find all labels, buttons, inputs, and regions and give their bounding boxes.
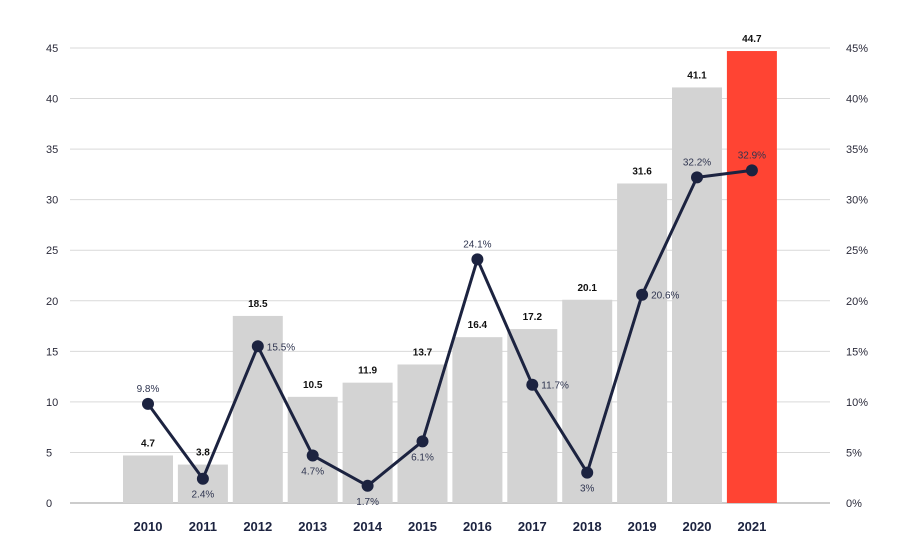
line-point-label: 11.7%	[541, 381, 569, 392]
line-point-label: 32.9%	[738, 150, 766, 161]
line-point-label: 20.6%	[651, 291, 679, 302]
bar-value-label: 17.2	[523, 312, 543, 323]
category-label: 2016	[463, 519, 492, 534]
bar-value-label: 41.1	[687, 70, 707, 81]
right-tick-label: 10%	[846, 397, 868, 409]
right-tick-label: 5%	[846, 447, 862, 459]
category-label: 2012	[243, 519, 272, 534]
left-tick-label: 35	[46, 144, 58, 156]
bar-value-label: 13.7	[413, 347, 433, 358]
bar	[507, 329, 558, 503]
left-tick-label: 40	[46, 94, 58, 106]
line-point-labels: 9.8% 2.4% 15.5% 4.7% 1.7% 6.1% 24.1% 11.7% 3% 20.…	[137, 150, 767, 507]
line-point	[196, 472, 209, 485]
category-label: 2019	[628, 519, 657, 534]
left-tick-label: 15	[46, 346, 58, 358]
bar-value-label: 16.4	[468, 320, 488, 331]
line-point	[306, 449, 319, 462]
line-point	[142, 397, 154, 410]
category-label: 2020	[683, 519, 712, 534]
bars	[123, 51, 777, 504]
category-label: 2014	[353, 519, 383, 534]
right-tick-label: 45%	[846, 43, 868, 55]
growth-line	[146, 168, 753, 488]
left-tick-label: 45	[46, 43, 58, 55]
line-point-label: 3%	[580, 484, 595, 495]
bar	[617, 183, 668, 503]
right-tick-label: 15%	[846, 346, 868, 358]
right-tick-label: 20%	[846, 296, 868, 308]
line-point	[691, 171, 703, 184]
line-point-label: 1.7%	[356, 497, 379, 508]
line-points	[142, 164, 758, 492]
line-point	[251, 340, 264, 353]
category-labels: 2010 2011 2012 2013 2014 2015 2016 2017 2018 2019…	[134, 519, 767, 534]
bar-value-label: 10.5	[303, 380, 323, 391]
bar-value-label: 44.7	[742, 34, 762, 45]
category-label: 2010	[134, 519, 163, 534]
category-label: 2018	[573, 519, 602, 534]
bar-value-label: 4.7	[141, 438, 155, 449]
category-label: 2021	[737, 519, 766, 534]
growth-line-path	[146, 168, 753, 488]
line-point-label: 2.4%	[192, 490, 215, 501]
bar-value-labels: 4.7 3.8 18.5 10.5 11.9 13.7 16.4 17.2 20.1 31.6 41…	[141, 34, 762, 459]
line-point	[526, 378, 539, 391]
right-tick-label: 40%	[846, 94, 868, 106]
left-tick-label: 5	[46, 447, 52, 459]
line-point-label: 9.8%	[137, 384, 160, 395]
bar	[672, 87, 722, 503]
bar-value-label: 31.6	[632, 166, 652, 177]
category-label: 2017	[518, 519, 547, 534]
category-label: 2011	[189, 519, 217, 534]
line-point-label: 4.7%	[301, 466, 324, 477]
category-label: 2013	[298, 519, 327, 534]
line-point-label: 32.2%	[683, 157, 711, 168]
bar	[726, 51, 777, 504]
line-point	[416, 435, 429, 448]
left-tick-label: 30	[46, 195, 58, 207]
line-point	[581, 466, 594, 479]
left-tick-label: 25	[46, 245, 58, 257]
bar-value-label: 11.9	[358, 366, 377, 377]
right-tick-label: 25%	[846, 245, 868, 257]
left-tick-label: 20	[46, 296, 58, 308]
line-point	[471, 253, 484, 266]
bar	[123, 455, 173, 503]
line-point	[361, 479, 374, 492]
line-point-label: 6.1%	[411, 452, 434, 463]
left-axis-ticks: 0 5 10 15 20 25 30 35 40 45	[46, 43, 58, 510]
right-axis-ticks: 0% 5% 10% 15% 20% 25% 30% 35% 40% 45%	[846, 43, 868, 510]
left-tick-label: 10	[46, 397, 58, 409]
right-tick-label: 0%	[846, 498, 862, 510]
gridlines	[70, 47, 830, 504]
left-tick-label: 0	[46, 498, 52, 510]
line-point-label: 24.1%	[463, 239, 491, 250]
bar-value-label: 18.5	[248, 299, 268, 310]
right-tick-label: 30%	[846, 195, 868, 207]
bar	[452, 337, 503, 503]
right-tick-label: 35%	[846, 144, 868, 156]
line-point-label: 15.5%	[267, 342, 295, 353]
category-label: 2015	[408, 519, 437, 534]
line-point	[745, 164, 758, 177]
bar-value-label: 3.8	[196, 448, 210, 459]
line-point	[636, 288, 649, 301]
bar-value-label: 20.1	[577, 283, 597, 294]
